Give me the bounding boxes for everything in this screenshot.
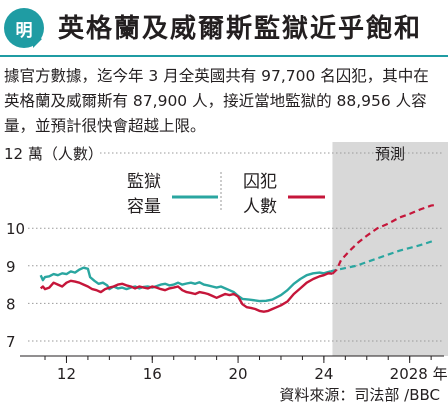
y-tick-label: 10 — [6, 220, 25, 238]
x-tick-label: 2028 年 — [390, 365, 448, 382]
x-tick-label: 12 — [57, 365, 76, 382]
y-unit-label: 12 萬（人數） — [4, 145, 103, 163]
header: 明 英格蘭及威爾斯監獄近乎飽和 — [0, 0, 448, 60]
description-text: 據官方數據，迄今年 3 月全英國共有 97,700 名囚犯，其中在英格蘭及威爾斯… — [4, 67, 429, 135]
title-divider — [0, 55, 448, 57]
series-line-capacity — [39, 266, 331, 303]
source-credit: 資料來源：司法部 /BBC — [279, 386, 440, 404]
forecast-line-prisoners — [331, 203, 436, 275]
forecast-label: 預測 — [375, 145, 405, 163]
badge-tail-icon — [33, 34, 42, 48]
x-tick-label: 16 — [143, 365, 162, 382]
legend-label-capacity: 監獄 — [127, 172, 161, 192]
legend-label-prisoners: 囚犯 — [243, 172, 277, 192]
gridlines — [28, 152, 444, 342]
x-tick-label: 24 — [314, 365, 333, 382]
page-title: 英格蘭及威爾斯監獄近乎飽和 — [58, 14, 423, 44]
x-tick-label: 20 — [229, 365, 248, 382]
legend-label-capacity: 容量 — [127, 197, 161, 217]
forecast-shading — [332, 142, 448, 356]
legend-label-prisoners: 人數 — [243, 197, 277, 217]
series-line-prisoners — [39, 272, 333, 313]
y-axis-ticks: 7 8 9 10 — [6, 220, 25, 351]
y-tick-label: 8 — [6, 295, 16, 313]
y-tick-label: 7 — [6, 333, 16, 351]
ming-pao-badge: 明 — [4, 8, 44, 48]
x-axis-ticks: 12 16 20 24 2028 年 — [20, 355, 448, 382]
series-lines — [39, 203, 436, 313]
y-tick-label: 9 — [6, 258, 16, 276]
